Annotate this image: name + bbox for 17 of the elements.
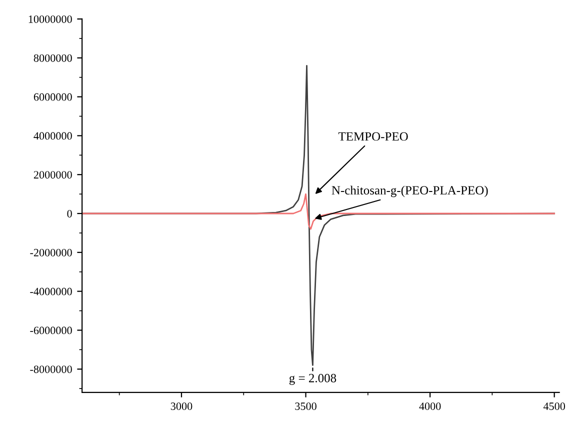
x-tick-label: 4500: [543, 402, 566, 410]
y-tick-label: 10000000: [28, 15, 72, 23]
y-tick-label: -6000000: [30, 326, 72, 334]
annotation: N-chitosan-g-(PEO-PLA-PEO): [332, 186, 488, 198]
y-tick-label: 0: [67, 210, 72, 218]
annotation: g = 2.008: [289, 374, 336, 385]
x-tick-label: 3000: [170, 402, 192, 410]
y-tick-label: 2000000: [34, 171, 72, 179]
y-tick-label: 4000000: [34, 132, 72, 140]
x-tick-label: 3500: [295, 402, 316, 410]
y-tick-label: 6000000: [34, 93, 72, 101]
y-tick-label: 8000000: [34, 54, 72, 62]
y-tick-label: -2000000: [30, 248, 72, 256]
y-tick-label: -8000000: [30, 366, 72, 374]
y-tick-label: -4000000: [30, 288, 72, 296]
x-tick-label: 4000: [419, 402, 441, 410]
annotation: TEMPO-PEO: [338, 132, 408, 141]
